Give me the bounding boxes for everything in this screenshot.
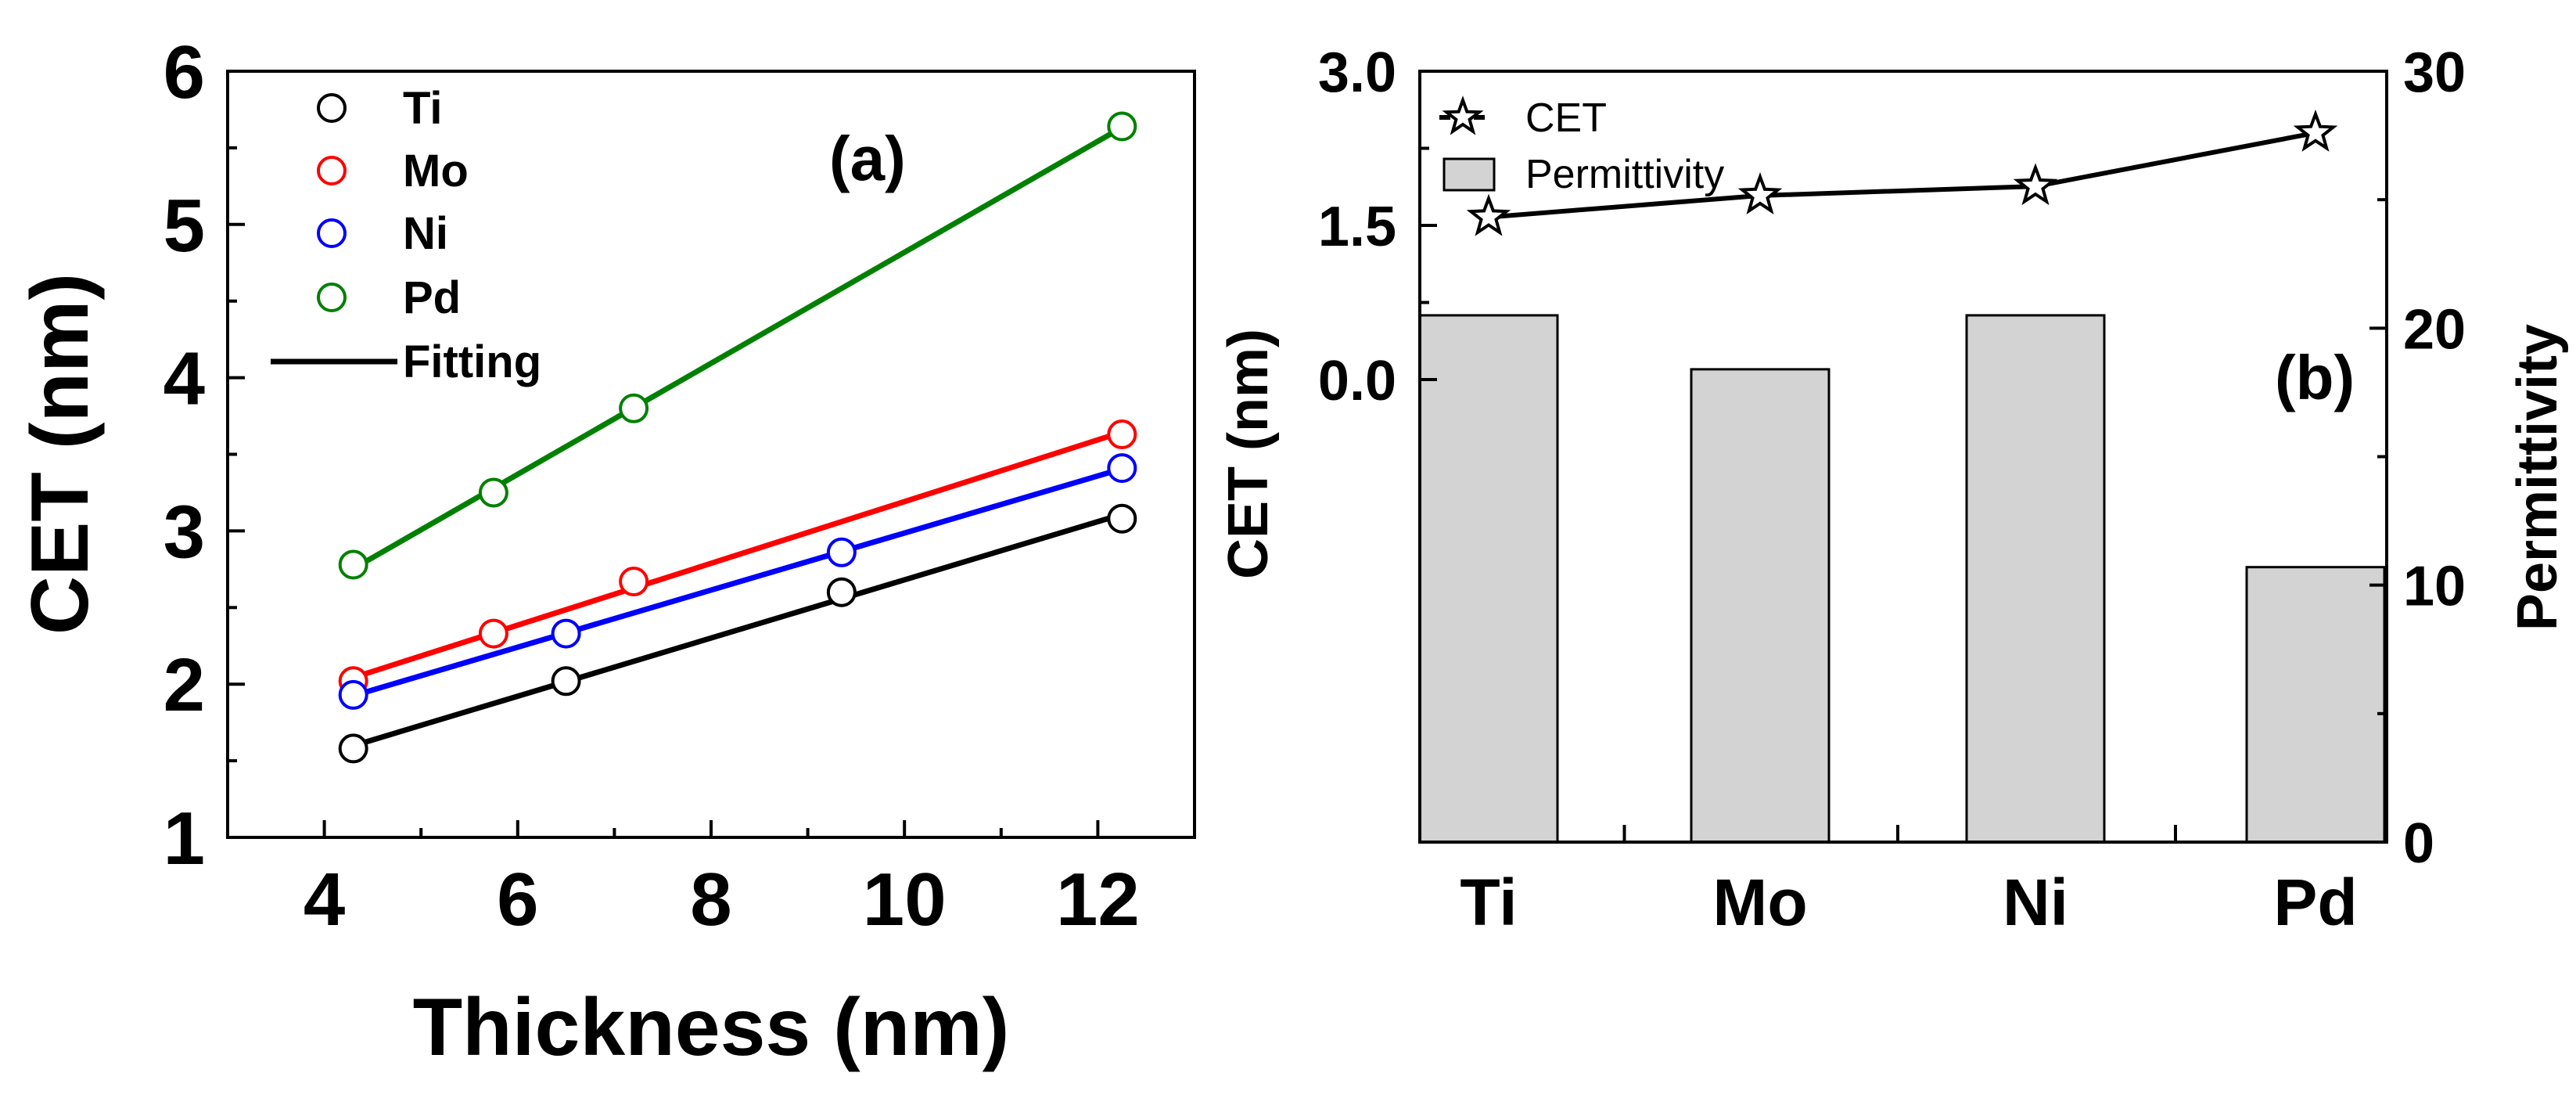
right-tick-label: 30 [2403, 41, 2466, 104]
panel-a-x-axis-title: Thickness (nm) [413, 982, 1010, 1073]
legend-label-fitting: Fitting [403, 337, 541, 387]
panel-a-data-points [338, 111, 1137, 764]
panel-b-cet-line [1466, 110, 2338, 236]
panel-b-permittivity-bars [1418, 314, 2386, 844]
category-label-pd: Pd [2273, 866, 2357, 939]
data-point-ni [826, 537, 857, 567]
x-tick-label: 12 [1056, 858, 1140, 941]
category-label-ti: Ti [1460, 866, 1517, 939]
right-tick-label: 20 [2403, 298, 2466, 361]
y-tick-label: 5 [163, 184, 205, 268]
legend-marker-mo [317, 156, 347, 185]
data-point-ni [1107, 453, 1137, 484]
data-point-ti [338, 733, 368, 764]
permittivity-bar-pd [2245, 566, 2386, 844]
panel-b-label: (b) [2275, 343, 2355, 412]
legend-marker-ni [317, 218, 347, 248]
panel-b-y-axis-title: CET (nm) [1217, 329, 1280, 579]
data-point-ni [551, 618, 581, 649]
x-tick-label: 6 [497, 858, 538, 941]
panel-a-ticks [226, 70, 1196, 839]
fit-line-mo [352, 429, 1123, 681]
category-label-ni: Ni [2003, 866, 2068, 939]
cet-star-ni [2013, 163, 2058, 206]
panel-b-y2-axis-title: Permittivity [2506, 324, 2569, 631]
data-point-mo [478, 618, 508, 649]
permittivity-bar-ti [1418, 314, 1559, 844]
left-tick-label: 1.5 [1318, 196, 1396, 258]
panel-a-legend: Ti Mo Ni Pd Fitting [271, 83, 541, 387]
cet-line [1488, 130, 2316, 220]
panel-b-cet-and-permittivity: Ti Mo Ni Pd 0.0 1.5 3.0 0 10 20 30 CET Permittivity… [1217, 41, 2569, 939]
category-label-mo: Mo [1712, 866, 1807, 939]
x-tick-label: 10 [863, 858, 947, 941]
cet-star-pd [2293, 110, 2338, 152]
data-point-ni [338, 679, 368, 710]
left-tick-label: 3.0 [1318, 41, 1396, 104]
permittivity-bar-ni [1965, 314, 2106, 844]
data-point-pd [338, 549, 368, 580]
panel-a-label: (a) [829, 124, 906, 193]
y-tick-label: 3 [163, 490, 205, 574]
data-point-pd [1107, 111, 1137, 142]
panel-b-tick-labels: Ti Mo Ni Pd 0.0 1.5 3.0 0 10 20 30 [1318, 41, 2466, 939]
y-tick-label: 6 [163, 31, 205, 114]
legend-label-pd: Pd [403, 272, 461, 323]
right-tick-label: 10 [2403, 556, 2466, 618]
fit-line-ni [352, 466, 1123, 699]
legend-marker-pd [317, 283, 347, 312]
data-point-pd [619, 393, 649, 423]
x-tick-label: 8 [690, 858, 731, 941]
legend-marker-cet [1442, 95, 1484, 135]
panel-b-ticks [1420, 70, 2387, 844]
legend-label-cet: CET [1525, 95, 1607, 141]
data-point-mo [619, 567, 649, 597]
legend-label-mo: Mo [403, 146, 469, 196]
y-tick-label: 1 [163, 797, 205, 880]
data-point-mo [1107, 419, 1137, 450]
panel-a-y-axis-title: CET (nm) [15, 273, 106, 635]
legend-label-ti: Ti [403, 83, 443, 134]
cet-star-mo [1737, 172, 1783, 214]
legend-marker-permittivity [1442, 157, 1496, 192]
panel-a-fit-lines [351, 124, 1124, 749]
x-tick-label: 4 [304, 858, 345, 941]
legend-marker-ti [317, 93, 347, 123]
legend-label-permittivity: Permittivity [1525, 152, 1724, 197]
panel-b-legend: CET Permittivity [1439, 95, 1724, 197]
data-point-ti [826, 577, 857, 607]
data-point-pd [478, 477, 508, 508]
data-point-ti [551, 666, 581, 697]
cet-star-ti [1466, 193, 1511, 236]
y-tick-label: 2 [163, 643, 205, 727]
y-tick-label: 4 [163, 337, 205, 421]
fit-line-ti [352, 511, 1123, 749]
permittivity-bar-mo [1690, 368, 1831, 844]
legend-label-ni: Ni [403, 208, 448, 259]
left-tick-label: 0.0 [1318, 350, 1396, 412]
right-tick-label: 0 [2403, 812, 2434, 875]
data-point-ti [1107, 503, 1137, 534]
